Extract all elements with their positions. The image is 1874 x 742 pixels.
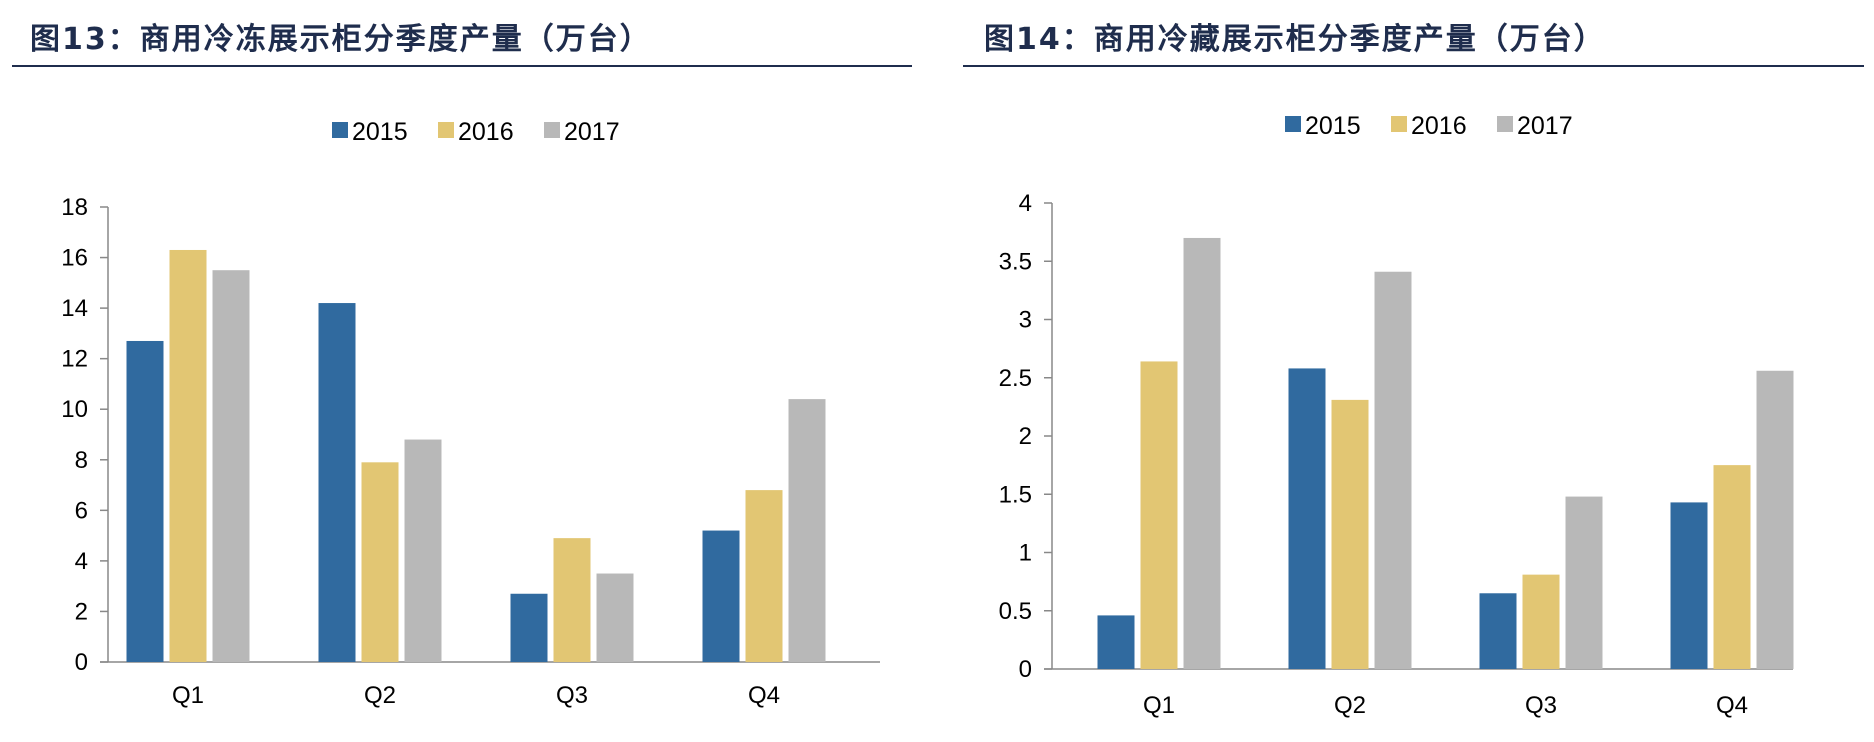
chart-0-y-tick-label: 10 [61, 396, 88, 423]
chart-0-y-tick-label: 12 [61, 346, 88, 373]
chart-0-y-tick-label: 4 [75, 548, 88, 575]
chart-0-bar-2016-Q3 [553, 538, 591, 662]
chart-1-y-tick-label: 0.5 [999, 598, 1032, 625]
chart-0-y-tick-label: 6 [75, 497, 88, 524]
chart-0-x-tick-label: Q4 [748, 682, 780, 709]
chart-1-bar-2017-Q1 [1183, 237, 1221, 669]
chart-1-y-tick-label: 2.5 [999, 365, 1032, 392]
chart-1-bar-2017-Q3 [1565, 496, 1603, 669]
chart-1-y-tick-label: 3.5 [999, 248, 1032, 275]
chart-0-bar-2015-Q2 [318, 303, 356, 662]
chart-0-x-tick-label: Q1 [172, 682, 204, 709]
chart-1-y-tick-label: 1 [1019, 540, 1032, 567]
chart-1-bar-2016-Q3 [1522, 574, 1560, 669]
chart-1-bar-2016-Q1 [1140, 361, 1178, 669]
chart-1-legend-swatch-2015 [1285, 116, 1301, 132]
chart-1-y-tick-label: 0 [1019, 656, 1032, 683]
chart-13-title-rule [12, 65, 912, 67]
chart-1-x-tick-label: Q2 [1334, 692, 1366, 719]
chart-1-bar-2015-Q2 [1288, 368, 1326, 669]
chart-0-x-tick-label: Q2 [364, 682, 396, 709]
chart-0-legend-swatch-2017 [544, 122, 560, 138]
chart-0-y-tick-label: 14 [61, 295, 88, 322]
chart-14-title-rule [963, 65, 1864, 67]
chart-1-bar-2017-Q2 [1374, 271, 1412, 669]
chart-1-y-tick-label: 2 [1019, 423, 1032, 450]
chart-14-title: 图14：商用冷藏展示柜分季度产量（万台） [984, 22, 1606, 57]
chart-0-bar-2017-Q2 [404, 439, 442, 662]
chart-0-bar-2015-Q1 [126, 340, 164, 662]
chart-0-legend-swatch-2015 [332, 122, 348, 138]
chart-1-bar-2017-Q4 [1756, 370, 1794, 669]
chart-0-bar-2015-Q4 [702, 530, 740, 662]
chart-0-legend-label: 2015 [352, 118, 408, 146]
chart-1-y-tick-label: 4 [1019, 190, 1032, 217]
chart-0-bar-2015-Q3 [510, 593, 548, 662]
chart-0-y-tick-label: 0 [75, 649, 88, 676]
chart-1-y-tick-label: 3 [1019, 307, 1032, 334]
chart-1-legend-label: 2017 [1517, 112, 1573, 140]
chart-1-y-tick-label: 1.5 [999, 481, 1032, 508]
chart-1-bar-2015-Q3 [1479, 593, 1517, 669]
chart-0-legend-label: 2016 [458, 118, 514, 146]
chart-0-bar-2016-Q4 [745, 490, 783, 662]
chart-0-bar-2016-Q1 [169, 249, 207, 662]
chart-0-bar-2017-Q4 [788, 399, 826, 662]
chart-0-y-tick-label: 16 [61, 245, 88, 272]
chart-0-bar-2017-Q1 [212, 270, 250, 662]
chart-0-y-tick-label: 2 [75, 598, 88, 625]
chart-1-bar-2016-Q4 [1713, 465, 1751, 669]
chart-0-bar-2017-Q3 [596, 573, 634, 662]
chart-1-x-tick-label: Q1 [1143, 692, 1175, 719]
chart-1-legend-label: 2015 [1305, 112, 1361, 140]
chart-13-title: 图13：商用冷冻展示柜分季度产量（万台） [30, 22, 652, 57]
chart-1-x-tick-label: Q3 [1525, 692, 1557, 719]
chart-1-x-tick-label: Q4 [1716, 692, 1748, 719]
chart-0-y-tick-label: 8 [75, 447, 88, 474]
chart-1-bar-2016-Q2 [1331, 399, 1369, 669]
chart-0-legend-label: 2017 [564, 118, 620, 146]
chart-1-bar-2015-Q1 [1097, 615, 1135, 669]
chart-0-legend-swatch-2016 [438, 122, 454, 138]
chart-1-legend-label: 2016 [1411, 112, 1467, 140]
chart-0-x-tick-label: Q3 [556, 682, 588, 709]
chart-1-bar-2015-Q4 [1670, 502, 1708, 669]
chart-1-legend-swatch-2017 [1497, 116, 1513, 132]
chart-1-legend-swatch-2016 [1391, 116, 1407, 132]
chart-0-y-tick-label: 18 [61, 194, 88, 221]
chart-0-bar-2016-Q2 [361, 462, 399, 662]
